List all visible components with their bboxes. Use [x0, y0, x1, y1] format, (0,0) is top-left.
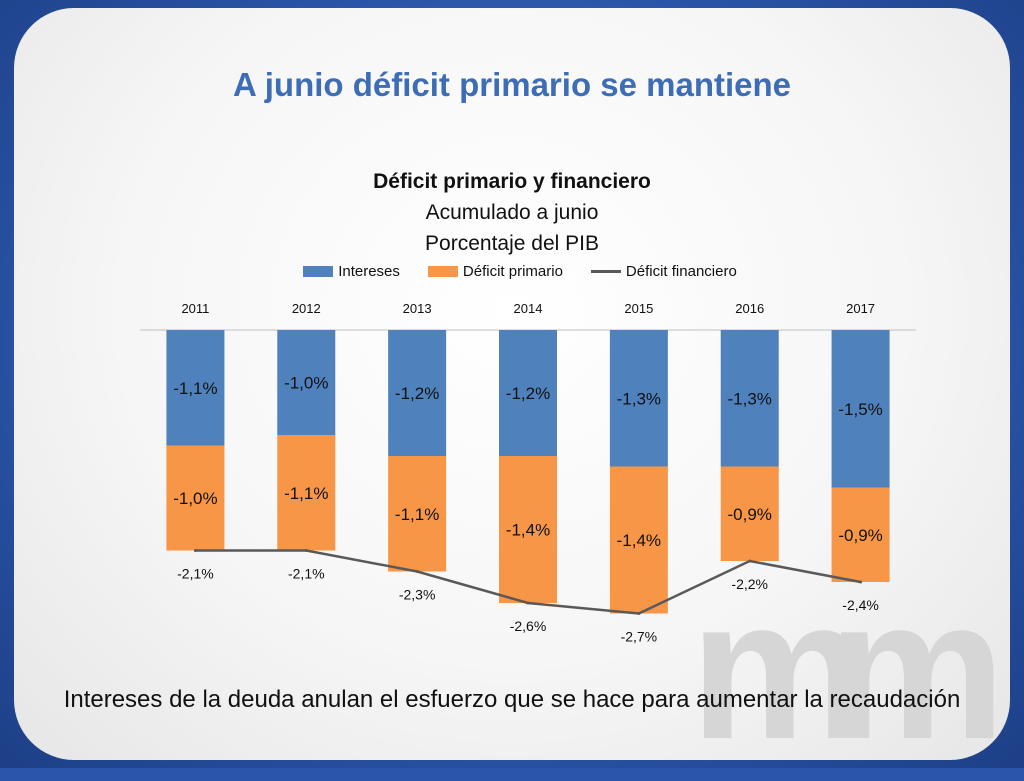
- point-deficit-financiero: [193, 549, 197, 552]
- data-label-intereses: -1,3%: [617, 389, 661, 408]
- bar-intereses: [831, 330, 890, 488]
- bar-deficit-primario: [499, 456, 557, 603]
- data-label-intereses: -1,1%: [173, 379, 217, 398]
- point-deficit-financiero: [304, 549, 308, 552]
- point-deficit-financiero: [748, 559, 752, 563]
- data-label-deficit-primario: -1,1%: [284, 484, 328, 503]
- data-label-intereses: -1,0%: [284, 374, 328, 393]
- chart-subtitle-2: Porcentaje del PIB: [425, 232, 599, 255]
- legend-label-deficit-primario: Déficit primario: [462, 263, 563, 280]
- bar-deficit-primario: [831, 487, 890, 582]
- legend-label-deficit-financiero: Déficit financiero: [625, 263, 737, 280]
- bar-intereses: [388, 330, 447, 456]
- chart-legend: Intereses Déficit primario Déficit finan…: [0, 263, 1024, 280]
- x-tick-label: 2012: [292, 301, 321, 316]
- bar-deficit-primario: [720, 466, 779, 561]
- data-label-intereses: -1,3%: [728, 389, 772, 408]
- footer-note: Intereses de la deuda anulan el esfuerzo…: [63, 686, 961, 713]
- legend-item-intereses: Intereses: [303, 263, 400, 280]
- data-label-intereses: -1,5%: [838, 400, 882, 419]
- slide-title: A junio déficit primario se mantiene: [232, 66, 792, 103]
- point-deficit-financiero: [859, 580, 863, 584]
- data-label-deficit-financiero: -2,1%: [177, 566, 214, 582]
- legend-swatch-deficit-primario: [427, 266, 458, 277]
- data-label-deficit-primario: -1,0%: [173, 489, 217, 508]
- data-label-deficit-primario: -1,4%: [617, 531, 661, 550]
- chart-title: Déficit primario y financiero: [373, 170, 651, 193]
- data-label-intereses: -1,2%: [506, 384, 550, 403]
- bar-deficit-primario: [277, 435, 336, 551]
- chart-subtitle-1: Acumulado a junio: [425, 201, 599, 224]
- point-deficit-financiero: [526, 601, 530, 605]
- data-label-deficit-primario: -1,4%: [506, 521, 550, 540]
- data-label-deficit-primario: -0,9%: [728, 505, 772, 524]
- bar-intereses: [499, 330, 557, 456]
- legend-label-intereses: Intereses: [338, 263, 400, 280]
- watermark-logo: mm: [690, 558, 1006, 781]
- x-tick-label: 2013: [403, 301, 432, 316]
- data-label-deficit-primario: -0,9%: [838, 526, 882, 545]
- bar-deficit-primario: [388, 456, 447, 572]
- data-label-deficit-financiero: -2,6%: [510, 618, 547, 634]
- x-tick-label: 2017: [846, 301, 875, 316]
- legend-item-deficit-financiero: Déficit financiero: [590, 263, 737, 280]
- data-label-deficit-financiero: -2,3%: [399, 587, 436, 603]
- bar-intereses: [277, 330, 336, 435]
- x-tick-label: 2014: [514, 301, 543, 316]
- x-tick-label: 2016: [735, 301, 764, 316]
- bar-intereses: [720, 330, 779, 467]
- point-deficit-financiero: [415, 570, 419, 573]
- data-label-deficit-primario: -1,1%: [395, 505, 439, 524]
- data-label-deficit-financiero: -2,4%: [842, 597, 879, 613]
- data-label-intereses: -1,2%: [395, 384, 439, 403]
- bar-deficit-primario: [609, 466, 668, 614]
- data-label-deficit-financiero: -2,2%: [731, 576, 768, 592]
- legend-swatch-intereses: [303, 266, 334, 277]
- bar-intereses: [609, 330, 668, 467]
- x-tick-label: 2011: [181, 301, 209, 316]
- data-label-deficit-financiero: -2,1%: [288, 566, 325, 582]
- legend-swatch-deficit-financiero: [590, 270, 621, 273]
- point-deficit-financiero: [637, 612, 641, 615]
- data-label-deficit-financiero: -2,7%: [621, 629, 658, 645]
- bar-deficit-primario: [166, 445, 225, 551]
- legend-item-deficit-primario: Déficit primario: [427, 263, 563, 280]
- bar-intereses: [166, 330, 225, 446]
- x-tick-label: 2015: [624, 301, 653, 316]
